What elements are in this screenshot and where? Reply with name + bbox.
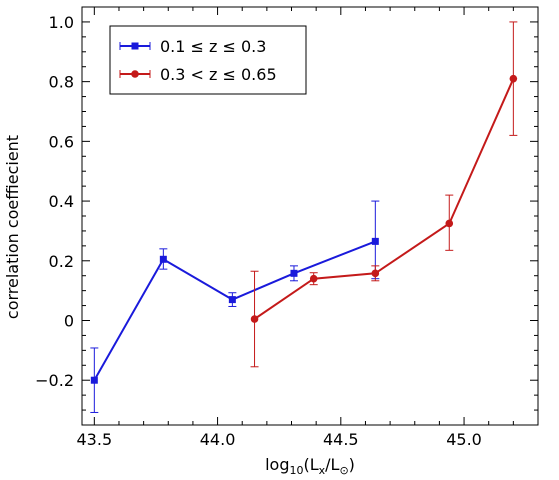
data-point: [228, 296, 236, 304]
x-label-x-sub: x: [319, 464, 326, 477]
legend-label: 0.1 ≤ z ≤ 0.3: [160, 37, 266, 56]
legend-marker: [131, 70, 139, 78]
x-label-open: (L: [303, 455, 318, 474]
data-point: [371, 237, 379, 245]
y-tick-label: −0.2: [35, 371, 74, 390]
data-point: [159, 255, 167, 263]
y-tick-label: 0: [64, 312, 74, 331]
series-2: [250, 21, 518, 368]
y-tick-label: 0.8: [49, 73, 74, 92]
x-label-mid: /L: [325, 455, 339, 474]
x-tick-label: 44.0: [200, 430, 236, 449]
series-line: [253, 78, 515, 320]
y-tick-label: 0.6: [49, 132, 74, 151]
y-tick-label: 0.4: [49, 192, 74, 211]
legend-box: [109, 25, 307, 95]
y-tick-label: 1.0: [49, 13, 74, 32]
legend-marker: [131, 42, 139, 50]
data-point: [290, 269, 298, 277]
data-point: [250, 315, 259, 323]
data-point: [309, 274, 318, 283]
legend: 0.1 ≤ z ≤ 0.3 0.3 < z ≤ 0.65: [109, 25, 307, 95]
data-point: [445, 219, 454, 228]
y-axis-label: correlation coeffiecient: [3, 135, 22, 319]
series-layer: [90, 21, 518, 413]
x-label-base-sub: 10: [289, 464, 303, 477]
legend-label: 0.3 < z ≤ 0.65: [160, 65, 277, 84]
series-line: [93, 240, 376, 381]
data-point: [509, 74, 518, 83]
data-point: [90, 376, 98, 384]
data-point: [371, 269, 380, 278]
series-1: [90, 200, 380, 413]
x-tick-label: 45.0: [446, 430, 482, 449]
y-tick-label: 0.2: [49, 252, 74, 271]
x-label-close: ): [349, 455, 355, 474]
x-label-base: log: [265, 455, 289, 474]
x-tick-label: 44.5: [323, 430, 359, 449]
plot-axes: 43.5 44.0 44.5 45.0 −0.2 0 0.2 0.4 0.6 0.8 1.0: [35, 6, 539, 449]
x-axis-label: log10(Lx/L⊙): [265, 455, 355, 477]
x-tick-label: 43.5: [77, 430, 113, 449]
x-label-sun-sub: ⊙: [339, 464, 348, 477]
